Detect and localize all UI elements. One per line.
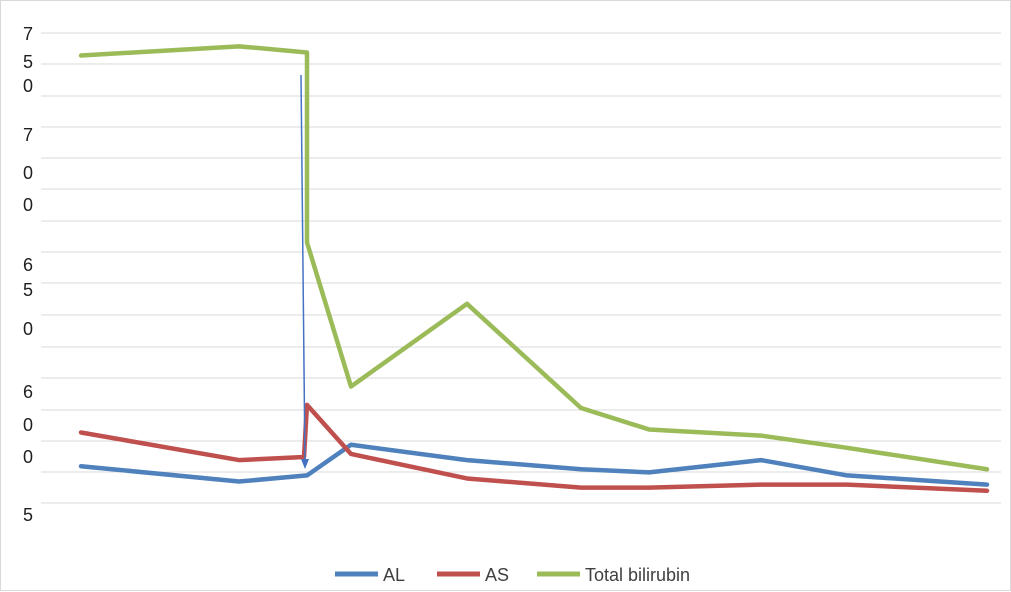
annotation-arrow-line <box>300 74 306 465</box>
y-tick-label: 5 <box>23 52 33 72</box>
annotation-arrow-head <box>301 459 309 469</box>
y-tick-label: 6 <box>23 382 33 402</box>
y-tick-label: 7 <box>23 125 33 145</box>
series-line-al <box>78 442 990 487</box>
series-line-total-bilirubin <box>78 44 990 472</box>
series-lines <box>78 44 990 493</box>
y-tick-label: 0 <box>23 163 33 183</box>
y-tick-label: 6 <box>23 255 33 275</box>
legend-label: Total bilirubin <box>585 565 690 585</box>
legend-label: AL <box>383 565 405 585</box>
y-tick-label: 0 <box>23 195 33 215</box>
y-tick-label: 5 <box>23 505 33 525</box>
y-tick-label: 0 <box>23 76 33 96</box>
annotation-layer <box>300 74 309 469</box>
gridlines <box>41 32 1001 504</box>
y-tick-label: 5 <box>23 280 33 300</box>
y-tick-label: 7 <box>23 24 33 44</box>
legend-label: AS <box>485 565 509 585</box>
y-tick-label: 0 <box>23 415 33 435</box>
y-tick-label: 0 <box>23 319 33 339</box>
y-axis-tick-labels: 7 5 0 7 0 0 6 5 0 6 0 0 5 <box>23 24 33 525</box>
series-line-as <box>78 402 990 493</box>
y-tick-label: 0 <box>23 447 33 467</box>
legend: AL AS Total bilirubin <box>335 565 690 585</box>
